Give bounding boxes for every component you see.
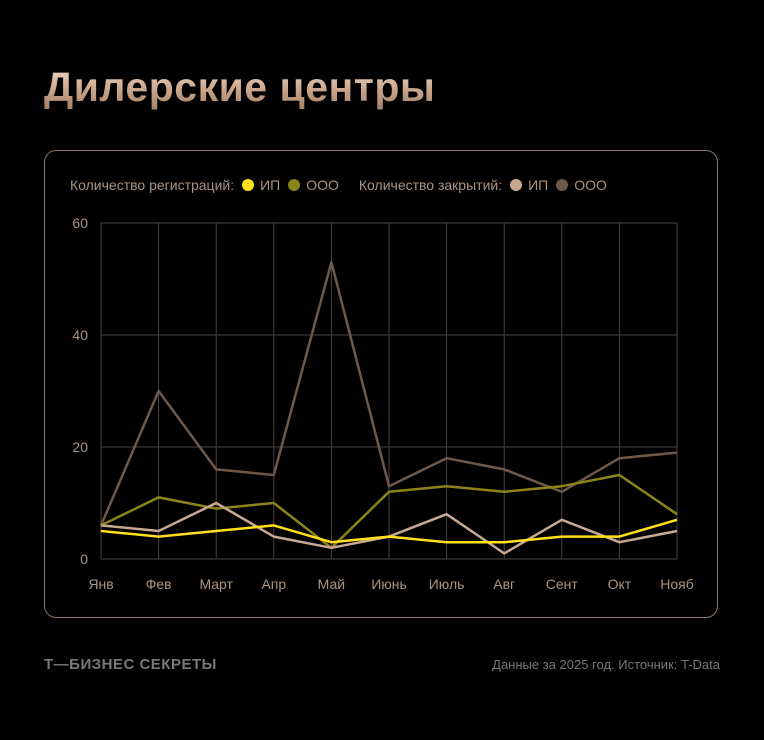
x-tick-label: Июнь bbox=[371, 576, 407, 592]
series-line-3 bbox=[99, 260, 678, 526]
x-tick-label: Май bbox=[318, 576, 345, 592]
x-tick-label: Янв bbox=[88, 576, 113, 592]
series-line-0 bbox=[100, 518, 678, 544]
legend: Количество регистраций: ИП ООО Количеств… bbox=[70, 177, 607, 193]
source-note: Данные за 2025 год. Источник: T-Data bbox=[492, 657, 720, 672]
legend-swatch-1 bbox=[288, 179, 301, 191]
chart-card bbox=[44, 150, 718, 618]
brand-logo: Т—БИЗНЕС СЕКРЕТЫ bbox=[44, 656, 217, 673]
legend-swatch-0 bbox=[242, 179, 255, 191]
legend-label-1: ООО bbox=[306, 177, 339, 193]
legend-group-closures: Количество закрытий: bbox=[358, 177, 503, 193]
legend-label-2: ИП bbox=[528, 177, 549, 193]
legend-label-3: ООО bbox=[574, 177, 607, 193]
y-tick-label: 0 bbox=[80, 551, 88, 567]
x-tick-label: Фев bbox=[146, 576, 172, 592]
y-tick-label: 20 bbox=[72, 439, 88, 455]
legend-group-registrations: Количество регистраций: bbox=[70, 177, 235, 193]
legend-swatch-2 bbox=[510, 179, 523, 191]
y-tick-label: 60 bbox=[72, 215, 88, 231]
x-tick-label: Авг bbox=[493, 576, 515, 592]
legend-label-0: ИП bbox=[260, 177, 281, 193]
x-tick-label: Сент bbox=[546, 576, 579, 592]
y-tick-label: 40 bbox=[72, 327, 88, 343]
x-tick-label: Июль bbox=[429, 576, 465, 592]
x-tick-label: Окт bbox=[608, 576, 632, 592]
series-line-1 bbox=[100, 473, 678, 550]
legend-swatch-3 bbox=[556, 179, 569, 191]
x-tick-label: Апр bbox=[261, 576, 286, 592]
page-title: Дилерские центры bbox=[44, 64, 436, 110]
x-tick-label: Нояб bbox=[660, 576, 694, 592]
x-tick-label: Март bbox=[199, 576, 233, 592]
